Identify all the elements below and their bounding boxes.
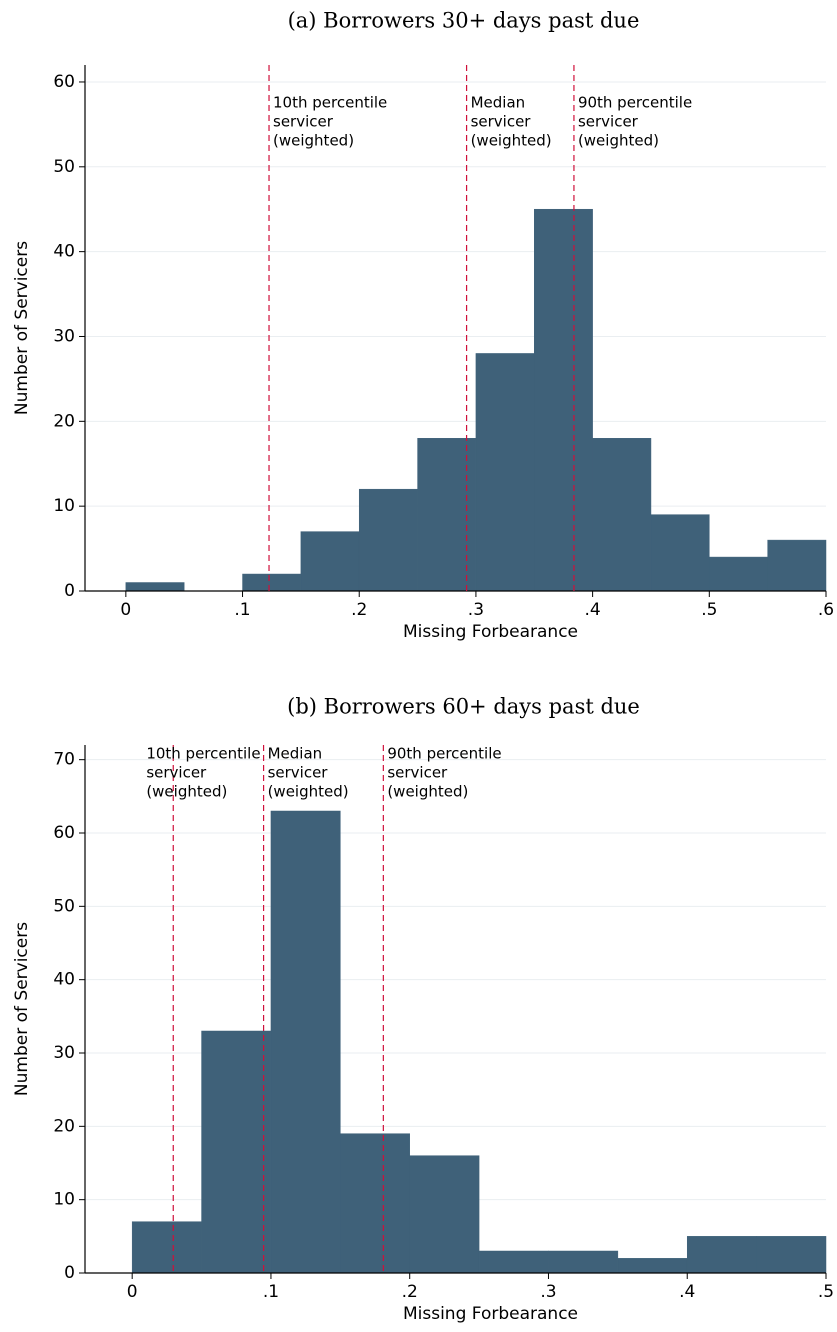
percentile-label: servicer [387, 764, 448, 782]
histogram-bar [686, 1236, 757, 1274]
y-tick-label: 0 [64, 581, 75, 601]
x-tick-label: .4 [679, 1282, 695, 1302]
histogram-bar [201, 1030, 272, 1274]
percentile-label: servicer [273, 113, 334, 131]
percentile-label: Median [471, 94, 526, 112]
percentile-label: (weighted) [268, 783, 349, 801]
histogram-bar [478, 1250, 549, 1274]
x-tick-label: 0 [127, 1282, 138, 1302]
chart: (a) Borrowers 30+ days past due 0 10 20 30 40… [12, 9, 834, 643]
percentile-label: 90th percentile [387, 745, 501, 763]
histogram-bar [125, 582, 185, 592]
percentile-label: servicer [268, 764, 329, 782]
histogram-bar [548, 1250, 619, 1274]
x-tick-label: .1 [234, 600, 250, 620]
histogram-bar [409, 1155, 480, 1274]
histogram-bar [650, 514, 710, 592]
histogram-bar [270, 810, 341, 1274]
percentile-label: (weighted) [273, 132, 354, 150]
x-tick-label: .1 [263, 1282, 279, 1302]
x-tick-label: .3 [468, 600, 484, 620]
percentile-label: 10th percentile [273, 94, 387, 112]
y-tick-label: 40 [53, 242, 75, 262]
percentile-label: 10th percentile [146, 745, 260, 763]
chart-title: (b) Borrowers 60+ days past due [287, 695, 640, 719]
chart-title: (a) Borrowers 30+ days past due [288, 9, 640, 33]
y-tick-label: 30 [53, 1043, 75, 1063]
percentile-label: (weighted) [146, 783, 227, 801]
percentile-label: (weighted) [387, 783, 468, 801]
y-tick-label: 70 [53, 750, 75, 770]
x-tick-label: .5 [818, 1282, 834, 1302]
histogram-bar [242, 573, 302, 592]
x-tick-label: .2 [351, 600, 367, 620]
histogram-bar [358, 488, 418, 592]
x-tick-label: .2 [402, 1282, 418, 1302]
x-tick-label: .3 [540, 1282, 556, 1302]
y-tick-label: 50 [53, 157, 75, 177]
percentile-label: (weighted) [471, 132, 552, 150]
x-tick-label: .4 [584, 600, 600, 620]
y-tick-label: 10 [53, 496, 75, 516]
y-axis-label: Number of Servicers [12, 241, 32, 415]
histogram-bar [767, 539, 827, 592]
histogram-bar [592, 438, 652, 592]
y-tick-label: 10 [53, 1190, 75, 1210]
y-tick-label: 60 [53, 823, 75, 843]
histogram-bar [340, 1133, 410, 1274]
histogram-bar [475, 353, 535, 592]
x-tick-label: 0 [120, 600, 131, 620]
y-tick-label: 40 [53, 970, 75, 990]
x-tick-label: .5 [701, 600, 717, 620]
y-tick-label: 50 [53, 896, 75, 916]
histogram-bar [756, 1236, 827, 1274]
histogram-bar [300, 531, 360, 592]
percentile-label: servicer [146, 764, 207, 782]
y-tick-label: 60 [53, 72, 75, 92]
y-tick-label: 30 [53, 326, 75, 346]
x-axis-label: Missing Forbearance [403, 622, 578, 642]
x-tick-label: .6 [818, 600, 834, 620]
chart: (b) Borrowers 60+ days past due 0 10 20 30 40… [12, 695, 834, 1325]
histogram-bar [131, 1221, 202, 1274]
y-tick-label: 20 [53, 411, 75, 431]
y-axis-label: Number of Servicers [12, 922, 32, 1096]
y-tick-label: 20 [53, 1116, 75, 1136]
percentile-label: 90th percentile [578, 94, 692, 112]
histogram-bar [534, 208, 593, 592]
percentile-label: servicer [471, 113, 532, 131]
histogram-bar [709, 556, 768, 592]
y-tick-label: 0 [64, 1263, 75, 1283]
percentile-label: Median [268, 745, 323, 763]
x-axis-label: Missing Forbearance [403, 1304, 578, 1324]
percentile-label: (weighted) [578, 132, 659, 150]
percentile-label: servicer [578, 113, 639, 131]
histogram-bar [617, 1258, 688, 1274]
